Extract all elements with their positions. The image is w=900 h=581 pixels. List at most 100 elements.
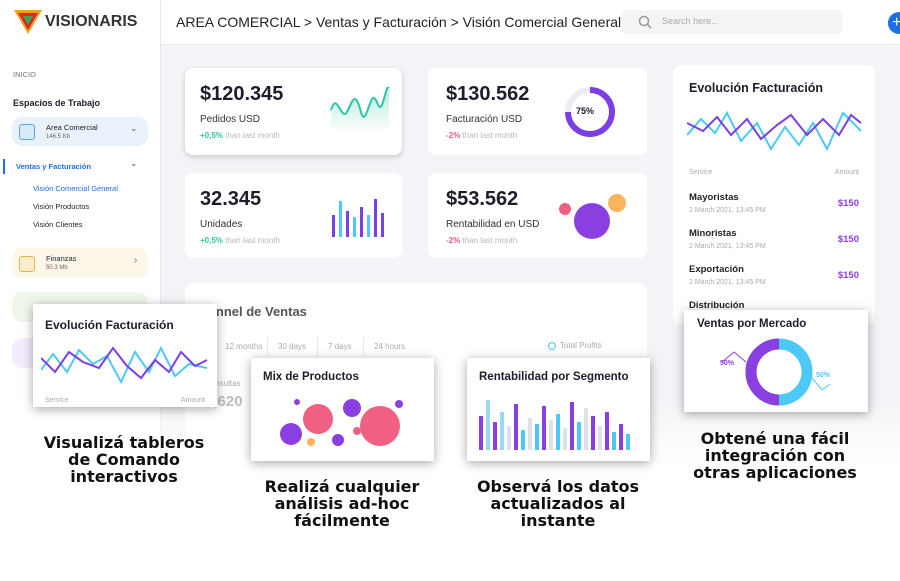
kpi-card[interactable]: $53.562 Rentabilidad en USD -2% than las… bbox=[428, 173, 647, 258]
tab[interactable]: 24 hours bbox=[363, 337, 415, 356]
legend-label: Total Profits bbox=[560, 341, 602, 350]
donut-label: 50% bbox=[720, 360, 735, 367]
kpi-value: 32.345 bbox=[200, 188, 262, 210]
kpi-change: -2% than last month bbox=[446, 236, 517, 245]
caption-line: otras aplicaciones bbox=[693, 463, 857, 482]
caption-line: análisis ad-hoc bbox=[274, 494, 410, 513]
kpi-note: than last month bbox=[225, 236, 280, 245]
kpi-note: than last month bbox=[462, 236, 518, 245]
bubble-chart-shape bbox=[307, 438, 315, 446]
search-placeholder: Search here... bbox=[662, 16, 719, 26]
kpi-change: +0,5% than last month bbox=[200, 236, 280, 245]
bar-chart-shape bbox=[535, 424, 539, 450]
crumb[interactable]: Ventas y Facturación bbox=[315, 14, 447, 30]
add-button[interactable]: + bbox=[888, 12, 900, 34]
row-date: 2 March 2021, 13:45 PM bbox=[689, 243, 766, 250]
kpi-label: Unidades bbox=[200, 219, 243, 230]
kpi-label: Rentabilidad en USD bbox=[446, 219, 540, 230]
row-date: 2 March 2021, 13:45 PM bbox=[689, 207, 766, 214]
kpi-card[interactable]: 32.345 Unidades +0,5% than last month bbox=[185, 173, 402, 258]
search-icon bbox=[638, 15, 652, 29]
chevron: › bbox=[134, 255, 138, 266]
bubble-chart-shape bbox=[353, 427, 361, 435]
column-header: Amount bbox=[180, 397, 205, 404]
caption-line: fácilmente bbox=[294, 511, 390, 530]
overlay-title: Evolución Facturación bbox=[45, 318, 174, 332]
line-chart-shape bbox=[687, 110, 862, 152]
bar-chart-shape bbox=[507, 426, 511, 450]
gauge bbox=[565, 87, 615, 137]
tab[interactable]: 30 days bbox=[267, 337, 316, 356]
active-marker bbox=[3, 159, 5, 174]
panel-title: Funnel de Ventas bbox=[200, 304, 307, 319]
crumb[interactable]: Visión Comercial General bbox=[462, 14, 622, 30]
bubble-chart-shape bbox=[294, 399, 300, 405]
gauge-shape bbox=[565, 87, 615, 137]
bubble-chart-shape bbox=[332, 434, 344, 446]
kpi-card[interactable]: $120.345 Pedidos USD +0,5% than last mon… bbox=[185, 68, 402, 155]
menu-item[interactable]: Visión Clientes bbox=[33, 220, 83, 229]
bar-sparkline-shape bbox=[367, 215, 370, 237]
row-amount: $150 bbox=[837, 234, 859, 245]
menu-item[interactable]: Visión Comercial General bbox=[33, 184, 118, 193]
overlay-title: Mix de Productos bbox=[263, 371, 359, 383]
bar-chart-shape bbox=[493, 422, 497, 450]
donut-chart bbox=[721, 338, 831, 406]
search-box[interactable]: Search here... bbox=[622, 10, 842, 34]
row-date: 2 March 2021, 13:45 PM bbox=[689, 279, 766, 286]
overlay-card: Rentabilidad por Segmento bbox=[467, 358, 650, 461]
line-chart-shape bbox=[41, 346, 208, 380]
row-name: Mayoristas bbox=[689, 192, 739, 203]
workspace-size: 146.5 Kb bbox=[46, 134, 71, 140]
overlay-title: Ventas por Mercado bbox=[697, 318, 807, 330]
kpi-change-value: -2% bbox=[446, 236, 461, 245]
overlay-card: Evolución Facturación Service Amount bbox=[33, 304, 217, 407]
evolution-panel: Evolución Facturación Service Amount May… bbox=[673, 65, 875, 325]
breadcrumb[interactable]: AREA COMERCIAL > Ventas y Facturación > … bbox=[176, 14, 637, 30]
caption-line: Obtené una fácil bbox=[700, 429, 850, 448]
bubble-chart-shape bbox=[303, 404, 333, 434]
finance-name: Finanzas bbox=[46, 254, 77, 263]
caption: Obtené una fácil integración con otras a… bbox=[670, 430, 880, 481]
kpi-label: Pedidos USD bbox=[200, 114, 261, 125]
bar-chart-shape bbox=[584, 408, 588, 450]
bubble-chart-shape bbox=[280, 423, 302, 445]
chevron: ⌄ bbox=[130, 123, 138, 133]
menu-item[interactable]: Visión Productos bbox=[33, 202, 90, 211]
kpi-note: than last month bbox=[225, 131, 280, 140]
sparkline bbox=[330, 86, 390, 132]
chevron: ⌄ bbox=[130, 158, 138, 168]
workspace-item[interactable]: Area Comercial 146.5 Kb ⌄ bbox=[12, 117, 148, 146]
sparkline-shape bbox=[330, 86, 390, 118]
kpi-value: $53.562 bbox=[446, 188, 519, 210]
menu-title[interactable]: Ventas y Facturación bbox=[16, 162, 92, 171]
overlay-card: Mix de Productos bbox=[251, 358, 434, 461]
bar-chart-shape bbox=[479, 416, 483, 450]
caption-line: Observá los datos bbox=[476, 477, 640, 496]
bubbles bbox=[559, 194, 626, 239]
donut-chart-shape bbox=[745, 338, 780, 406]
tab[interactable]: 12 months bbox=[225, 342, 263, 351]
bar-chart-shape bbox=[605, 412, 609, 450]
row-name: Minoristas bbox=[689, 228, 737, 239]
tab[interactable]: 7 days bbox=[317, 337, 362, 356]
column-header: Service bbox=[45, 397, 69, 404]
donut-chart-shape bbox=[811, 377, 831, 391]
bar-chart-shape bbox=[577, 422, 581, 450]
crumb[interactable]: AREA COMERCIAL bbox=[176, 14, 300, 30]
line-chart bbox=[687, 110, 862, 152]
bar-sparkline-shape bbox=[339, 201, 342, 237]
kpi-card[interactable]: $130.562 Facturación USD -2% than last m… bbox=[428, 68, 647, 155]
bar-chart-shape bbox=[570, 402, 574, 450]
row-amount: $150 bbox=[837, 198, 859, 209]
caption-line: Visualizá tableros bbox=[43, 433, 205, 452]
bar-chart-shape bbox=[612, 432, 616, 450]
caption-line: interactivos bbox=[70, 467, 178, 486]
caption-line: de Comando bbox=[68, 450, 180, 469]
finance-icon bbox=[19, 256, 35, 272]
donut-chart-shape bbox=[721, 351, 747, 363]
bar-chart-shape bbox=[528, 418, 532, 450]
overlay-title: Rentabilidad por Segmento bbox=[479, 371, 629, 383]
finance-item[interactable]: Finanzas 50.3 Mb › bbox=[12, 248, 148, 278]
